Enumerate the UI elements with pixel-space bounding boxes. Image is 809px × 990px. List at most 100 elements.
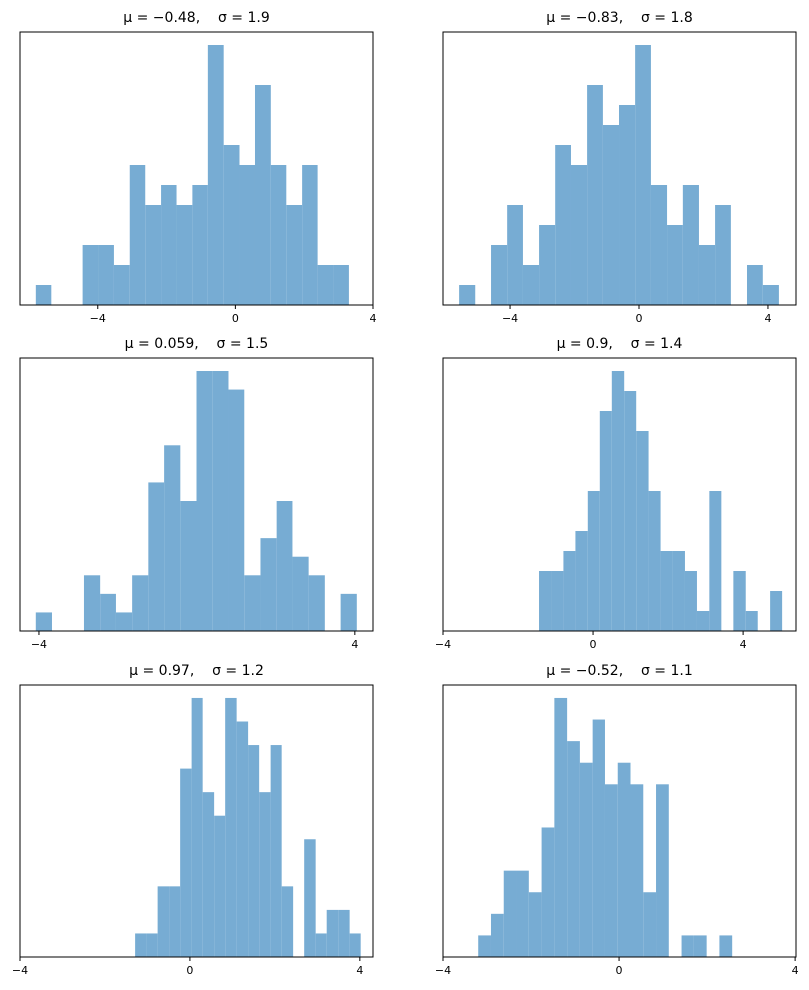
histogram-bar	[667, 225, 683, 305]
histogram-bar	[248, 745, 260, 957]
histogram-bar	[192, 185, 208, 305]
histogram-bar	[100, 593, 116, 631]
histogram-bar	[611, 371, 625, 631]
histogram-bar	[176, 205, 193, 305]
histogram-bar	[770, 591, 783, 631]
x-tick-label: 0	[590, 638, 597, 651]
histogram-bar	[82, 245, 99, 305]
histogram-bar	[207, 45, 224, 305]
histogram-bar	[349, 933, 361, 957]
histogram-bar	[164, 445, 181, 631]
histogram-bar	[236, 721, 249, 957]
histogram-bar	[698, 245, 716, 305]
histogram-bar	[259, 792, 271, 957]
histogram-bar	[733, 571, 746, 631]
histogram-bar	[239, 165, 255, 305]
histogram-bar	[459, 285, 476, 305]
histogram-bar	[567, 741, 580, 957]
histogram-bar	[228, 389, 245, 631]
histogram-bar	[681, 935, 694, 957]
histogram-bar	[180, 768, 192, 957]
x-tick-label: 4	[764, 312, 771, 325]
histogram-bar	[555, 145, 571, 305]
histogram-bar	[539, 571, 552, 631]
histogram-bar	[551, 571, 564, 631]
histogram-bar	[191, 697, 203, 957]
histogram-bar	[145, 205, 162, 305]
histogram-bar	[292, 556, 309, 631]
chart-title: μ = 0.059, σ = 1.5	[125, 336, 269, 352]
histogram-bar	[635, 45, 651, 305]
histogram-bar	[304, 839, 316, 957]
chart-title: μ = 0.97, σ = 1.2	[129, 663, 264, 679]
histogram-bar	[696, 611, 710, 631]
x-tick-label: 4	[370, 312, 377, 325]
histogram-bar	[490, 913, 504, 957]
histogram-bar	[146, 933, 158, 957]
histogram-bar	[196, 371, 213, 631]
histogram-bar	[286, 205, 303, 305]
histogram-bar	[98, 245, 114, 305]
histogram-bar	[648, 491, 661, 631]
chart-title: μ = −0.48, σ = 1.9	[123, 10, 269, 26]
histogram-bar	[169, 886, 181, 957]
histogram-bar	[630, 784, 644, 957]
histogram-bar	[35, 285, 52, 305]
histogram-bar	[587, 491, 600, 631]
histogram-bar	[315, 933, 327, 957]
x-tick-label: −4	[31, 638, 47, 651]
x-tick-label: −4	[435, 638, 451, 651]
x-tick-label: 4	[792, 964, 799, 977]
histogram-bar	[541, 827, 555, 957]
histogram-bar	[619, 105, 636, 305]
histogram-bar	[602, 125, 620, 305]
x-tick-label: 4	[356, 964, 363, 977]
axes-frame	[19, 357, 374, 632]
histogram-bar	[270, 745, 282, 957]
chart-title: μ = −0.52, σ = 1.1	[546, 663, 692, 679]
histogram-bar	[276, 501, 293, 631]
x-tick-label: −4	[435, 964, 451, 977]
histogram-bar	[135, 933, 147, 957]
histogram-bar	[83, 575, 101, 631]
histogram-bar	[599, 411, 612, 631]
x-tick-label: 0	[636, 312, 643, 325]
histogram-bar	[491, 245, 508, 305]
histogram-bar	[579, 762, 593, 957]
x-tick-label: −4	[502, 312, 518, 325]
histogram-bar	[180, 501, 197, 631]
histogram-bar	[214, 815, 226, 957]
histogram-bar	[202, 792, 215, 957]
histogram-bar	[35, 612, 52, 631]
histogram-bar	[719, 935, 733, 957]
histogram-bar	[115, 612, 133, 631]
histogram-bar	[157, 886, 170, 957]
histogram-bar	[693, 935, 707, 957]
x-tick-label: 0	[616, 964, 623, 977]
histogram-bar	[592, 719, 605, 957]
histogram-bar	[617, 762, 631, 957]
axes-frame	[442, 357, 797, 632]
histogram-bar	[528, 892, 542, 957]
x-tick-label: 4	[351, 638, 358, 651]
histogram-bar	[554, 697, 568, 957]
histogram-bar	[281, 886, 294, 957]
axes-frame	[19, 684, 374, 958]
histogram-bar	[709, 491, 722, 631]
chart-title: μ = 0.9, σ = 1.4	[557, 336, 683, 352]
histogram-bar	[132, 575, 149, 631]
histogram-bar	[503, 870, 517, 957]
axes-frame	[442, 684, 797, 958]
histogram-bar	[672, 551, 685, 631]
histogram-bar	[684, 571, 697, 631]
histogram-bar	[302, 165, 318, 305]
histogram-bar	[682, 185, 699, 305]
x-tick-label: −4	[90, 312, 106, 325]
histogram-bar	[715, 205, 731, 305]
histogram-bar	[636, 431, 649, 631]
histogram-bar	[539, 225, 556, 305]
axes-frame	[442, 31, 797, 306]
histogram-bar	[516, 870, 529, 957]
histogram-bar	[254, 85, 271, 305]
histogram-bar	[507, 205, 523, 305]
